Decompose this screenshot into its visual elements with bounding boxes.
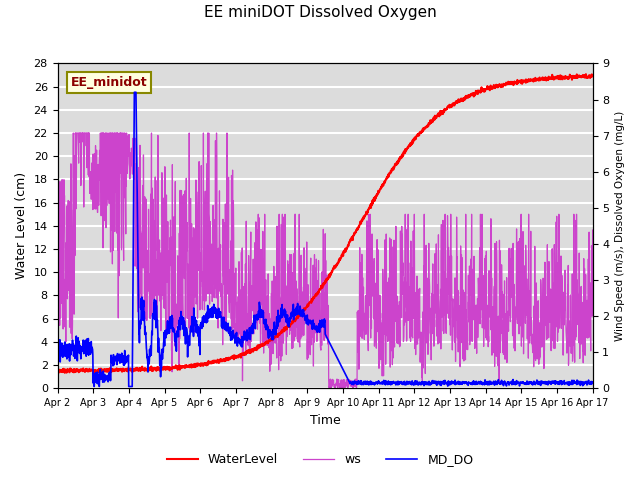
Text: EE miniDOT Dissolved Oxygen: EE miniDOT Dissolved Oxygen <box>204 5 436 20</box>
WaterLevel <box>300 307 308 312</box>
MD_DO <box>54 350 61 356</box>
WaterLevel <box>476 89 483 95</box>
MD_DO <box>81 343 89 348</box>
ws <box>476 284 483 290</box>
Legend: WaterLevel, ws, MD_DO: WaterLevel, ws, MD_DO <box>161 448 479 471</box>
ws <box>300 332 308 338</box>
Y-axis label: Wind Speed (m/s), Dissolved Oxygen (mg/L): Wind Speed (m/s), Dissolved Oxygen (mg/L… <box>615 111 625 341</box>
ws <box>589 227 596 233</box>
MD_DO <box>90 384 98 389</box>
MD_DO <box>573 379 581 385</box>
WaterLevel <box>573 75 581 81</box>
MD_DO <box>300 313 308 319</box>
X-axis label: Time: Time <box>310 414 340 427</box>
Text: EE_minidot: EE_minidot <box>71 76 148 89</box>
Line: WaterLevel: WaterLevel <box>58 74 593 373</box>
WaterLevel <box>54 366 61 372</box>
MD_DO <box>314 327 322 333</box>
MD_DO <box>589 380 596 386</box>
MD_DO <box>131 89 138 95</box>
WaterLevel <box>589 73 596 79</box>
Line: ws: ws <box>58 133 593 388</box>
MD_DO <box>476 381 483 386</box>
ws <box>314 330 322 336</box>
MD_DO <box>574 379 582 385</box>
ws <box>54 338 61 344</box>
WaterLevel <box>582 72 589 77</box>
ws <box>81 130 89 136</box>
ws <box>344 385 351 391</box>
WaterLevel <box>314 291 322 297</box>
ws <box>70 130 77 136</box>
WaterLevel <box>81 369 89 375</box>
ws <box>574 293 582 299</box>
WaterLevel <box>61 370 68 376</box>
ws <box>573 288 581 294</box>
WaterLevel <box>573 74 581 80</box>
Y-axis label: Water Level (cm): Water Level (cm) <box>15 172 28 279</box>
Line: MD_DO: MD_DO <box>58 92 593 386</box>
